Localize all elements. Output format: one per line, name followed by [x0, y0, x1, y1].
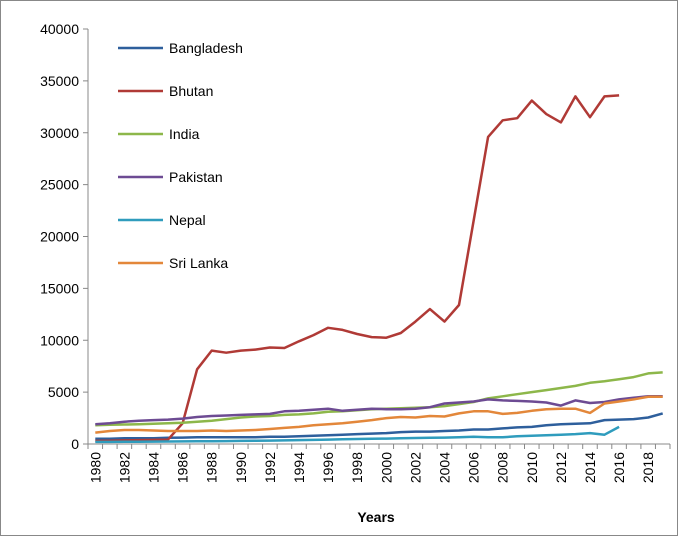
x-tick-label: 2012: [553, 452, 569, 483]
y-tick-label: 20000: [40, 229, 79, 245]
x-tick-label: 1984: [145, 452, 161, 483]
x-tick-label: 2010: [524, 452, 540, 483]
legend-label: Nepal: [169, 212, 206, 228]
x-tick-label: 2000: [378, 452, 394, 483]
x-tick-label: 2014: [582, 452, 598, 483]
x-tick-label: 1986: [175, 452, 191, 483]
y-tick-label: 10000: [40, 332, 79, 348]
legend-label: Bangladesh: [169, 40, 243, 56]
x-tick-label: 2002: [407, 452, 423, 483]
legend-label: Pakistan: [169, 169, 223, 185]
y-tick-label: 30000: [40, 125, 79, 141]
y-tick-label: 25000: [40, 177, 79, 193]
y-tick-label: 35000: [40, 73, 79, 89]
x-tick-label: 1994: [291, 452, 307, 483]
x-tick-label: 2006: [466, 452, 482, 483]
x-tick-label: 2016: [611, 452, 627, 483]
series-line: [95, 412, 664, 441]
y-tick-label: 40000: [40, 21, 79, 37]
x-tick-label: 1988: [204, 452, 220, 483]
legend-label: India: [169, 126, 200, 142]
y-tick-label: 0: [71, 436, 79, 452]
x-axis-title: Years: [357, 509, 395, 525]
y-tick-label: 5000: [48, 384, 79, 400]
x-tick-label: 1992: [262, 452, 278, 483]
series-line: [95, 425, 620, 444]
y-tick-label: 15000: [40, 280, 79, 296]
x-tick-label: 2008: [495, 452, 511, 483]
x-tick-label: 1990: [233, 452, 249, 483]
series-line: [95, 395, 663, 426]
x-tick-label: 2018: [640, 452, 656, 483]
x-tick-label: 1996: [320, 452, 336, 483]
legend-label: Bhutan: [169, 83, 213, 99]
x-tick-label: 1982: [116, 452, 132, 483]
series-line: [95, 395, 663, 434]
x-tick-label: 1980: [87, 452, 103, 483]
legend-label: Sri Lanka: [169, 255, 228, 271]
x-tick-label: 1998: [349, 452, 365, 483]
x-tick-label: 2004: [436, 452, 452, 483]
